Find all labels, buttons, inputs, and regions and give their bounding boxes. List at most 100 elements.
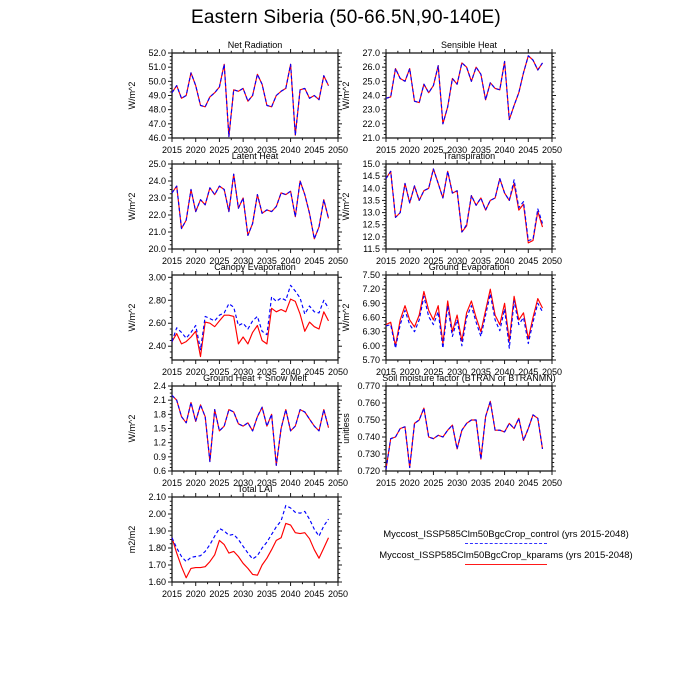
x-tick-label: 2040 bbox=[281, 256, 301, 266]
y-tick-label: 24.0 bbox=[362, 91, 380, 101]
chart-transpiration: Transpiration 2015 2020 2025 2030 2035 2040 204… bbox=[341, 151, 562, 266]
x-tick-label: 2050 bbox=[328, 478, 348, 488]
y-tick-label: 3.00 bbox=[148, 272, 166, 282]
y-tick-label: 0.760 bbox=[357, 398, 380, 408]
y-tick-label: 12.0 bbox=[362, 232, 380, 242]
y-tick-label: 48.0 bbox=[148, 105, 166, 115]
series-control-line bbox=[385, 293, 544, 349]
x-tick-label: 2050 bbox=[328, 256, 348, 266]
x-tick-label: 2035 bbox=[257, 478, 277, 488]
x-tick-label: 2045 bbox=[304, 145, 324, 155]
y-tick-label: 23.0 bbox=[148, 193, 166, 203]
x-tick-label: 2030 bbox=[233, 145, 253, 155]
x-tick-label: 2015 bbox=[376, 145, 396, 155]
chart-net-radiation: Net Radiation 2015 2020 2025 2030 2035 2040 204… bbox=[127, 40, 348, 155]
y-tick-label: 1.8 bbox=[153, 409, 166, 419]
x-tick-label: 2040 bbox=[495, 478, 515, 488]
x-tick-label: 2025 bbox=[423, 256, 443, 266]
x-tick-label: 2020 bbox=[186, 367, 206, 377]
x-tick-label: 2050 bbox=[542, 478, 562, 488]
x-tick-label: 2045 bbox=[304, 256, 324, 266]
x-tick-label: 2045 bbox=[518, 367, 538, 377]
y-tick-label: 49.0 bbox=[148, 91, 166, 101]
series-control-line bbox=[171, 394, 330, 466]
x-tick-label: 2045 bbox=[518, 256, 538, 266]
chart-title: Soil moisture factor (BTRAN or BTRANMN) bbox=[382, 373, 556, 383]
y-tick-label: 1.5 bbox=[153, 424, 166, 434]
series-control-line bbox=[385, 168, 544, 242]
y-axis-label: unitless bbox=[341, 413, 351, 444]
y-tick-label: 2.00 bbox=[148, 509, 166, 519]
x-tick-label: 2030 bbox=[447, 145, 467, 155]
plot-frame bbox=[171, 274, 339, 361]
x-tick-label: 2015 bbox=[162, 478, 182, 488]
y-axis-label: W/m^2 bbox=[127, 415, 137, 443]
y-tick-label: 6.90 bbox=[362, 298, 380, 308]
y-tick-label: 7.50 bbox=[362, 270, 380, 280]
legend-line-control-sample bbox=[465, 543, 547, 544]
x-tick-label: 2030 bbox=[233, 478, 253, 488]
y-axis-label: W/m^2 bbox=[127, 82, 137, 110]
y-tick-label: 25.0 bbox=[362, 76, 380, 86]
y-axis-label: m2/m2 bbox=[127, 526, 137, 554]
y-tick-label: 2.4 bbox=[153, 381, 166, 391]
y-tick-label: 2.80 bbox=[148, 295, 166, 305]
y-tick-label: 13.0 bbox=[362, 208, 380, 218]
legend: Myccost_ISSP585Clm50BgcCrop_control (yrs… bbox=[375, 529, 637, 571]
y-tick-label: 14.0 bbox=[362, 183, 380, 193]
y-tick-label: 24.0 bbox=[148, 176, 166, 186]
y-tick-label: 27.0 bbox=[362, 48, 380, 58]
y-tick-label: 0.770 bbox=[357, 381, 380, 391]
x-tick-label: 2025 bbox=[209, 589, 229, 599]
series-kparams-line bbox=[171, 522, 330, 579]
series-kparams-line bbox=[385, 288, 544, 347]
x-tick-label: 2050 bbox=[542, 145, 562, 155]
y-tick-label: 51.0 bbox=[148, 62, 166, 72]
x-tick-label: 2040 bbox=[281, 145, 301, 155]
chart-title: Transpiration bbox=[443, 151, 495, 161]
legend-line-kparams-sample bbox=[465, 564, 547, 565]
chart-ground-heat-snow-melt: Ground Heat + Snow Melt 2015 2020 2025 2030 2… bbox=[127, 373, 348, 488]
x-tick-label: 2035 bbox=[257, 589, 277, 599]
y-axis-label: W/m^2 bbox=[127, 304, 137, 332]
y-tick-label: 46.0 bbox=[148, 133, 166, 143]
y-tick-label: 2.1 bbox=[153, 395, 166, 405]
x-tick-label: 2040 bbox=[281, 478, 301, 488]
y-axis-label: W/m^2 bbox=[341, 304, 351, 332]
y-tick-label: 12.5 bbox=[362, 220, 380, 230]
x-tick-label: 2050 bbox=[542, 367, 562, 377]
y-tick-label: 0.720 bbox=[357, 466, 380, 476]
chart-title: Latent Heat bbox=[232, 151, 279, 161]
series-kparams-line bbox=[171, 298, 330, 358]
x-tick-label: 2050 bbox=[328, 589, 348, 599]
x-tick-label: 2030 bbox=[233, 367, 253, 377]
y-tick-label: 13.5 bbox=[362, 195, 380, 205]
y-axis-label: W/m^2 bbox=[341, 82, 351, 110]
y-tick-label: 21.0 bbox=[362, 133, 380, 143]
y-tick-label: 22.0 bbox=[148, 210, 166, 220]
plot-frame bbox=[171, 496, 339, 583]
y-tick-label: 1.2 bbox=[153, 438, 166, 448]
x-tick-label: 2025 bbox=[423, 367, 443, 377]
series-control-line bbox=[171, 504, 329, 563]
x-tick-label: 2035 bbox=[471, 256, 491, 266]
y-tick-label: 52.0 bbox=[148, 48, 166, 58]
x-tick-label: 2020 bbox=[186, 145, 206, 155]
chart-title: Total LAI bbox=[237, 484, 272, 494]
x-tick-label: 2050 bbox=[328, 145, 348, 155]
series-kparams-line bbox=[385, 400, 544, 470]
y-tick-label: 0.740 bbox=[357, 432, 380, 442]
x-tick-label: 2030 bbox=[447, 367, 467, 377]
x-tick-label: 2015 bbox=[376, 478, 396, 488]
x-tick-label: 2035 bbox=[471, 367, 491, 377]
y-tick-label: 11.5 bbox=[363, 244, 380, 254]
x-tick-label: 2015 bbox=[376, 256, 396, 266]
y-tick-label: 25.0 bbox=[148, 159, 166, 169]
x-tick-label: 2020 bbox=[186, 256, 206, 266]
y-tick-label: 5.70 bbox=[362, 355, 380, 365]
x-tick-label: 2030 bbox=[447, 478, 467, 488]
y-tick-label: 2.60 bbox=[148, 318, 166, 328]
chart-title: Ground Evaporation bbox=[429, 262, 510, 272]
